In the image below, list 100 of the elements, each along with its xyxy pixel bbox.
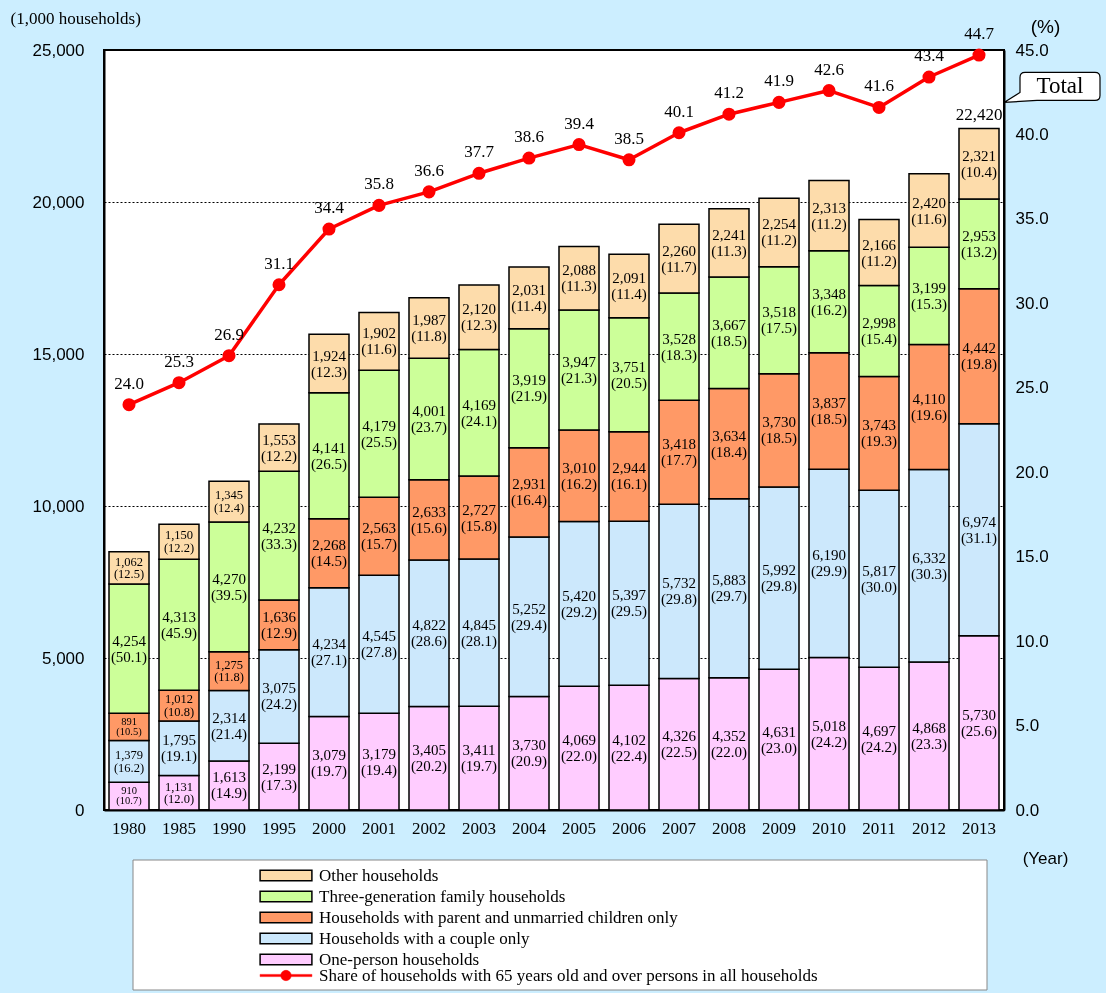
point <box>422 185 436 199</box>
x-tick-label: 2005 <box>562 818 596 838</box>
data-label: 4,102 (22.4) <box>610 731 648 765</box>
data-label: 5,817 (30.0) <box>860 562 898 596</box>
data-label: 3,518 (17.5) <box>760 304 798 338</box>
y2-tick-label: 25.0 <box>1015 378 1049 398</box>
data-label: 1,795 (19.1) <box>160 732 198 766</box>
data-label: 4,631 (23.0) <box>760 723 798 757</box>
data-label: 41.6 <box>864 76 894 96</box>
data-label: 1,924 (12.3) <box>310 347 348 381</box>
data-label: 5,252 (29.4) <box>510 600 548 634</box>
data-label: 3,199 (15.3) <box>910 279 948 313</box>
data-label: 1,062 (12.5) <box>113 554 145 582</box>
data-label: 41.2 <box>714 83 744 103</box>
data-label: 2,199 (17.3) <box>260 760 298 794</box>
point <box>822 84 836 98</box>
legend-label: Other households <box>319 865 439 885</box>
y-tick-label: 10,000 <box>32 496 85 516</box>
y2-axis-title: (%) <box>1030 15 1061 37</box>
data-label: 3,837 (18.5) <box>810 394 848 428</box>
data-label: 3,919 (21.9) <box>510 372 548 406</box>
data-label: 31.1 <box>264 253 294 273</box>
data-label: 3,743 (19.3) <box>860 417 898 451</box>
data-label: 4,169 (24.1) <box>460 396 498 430</box>
data-label: 4,234 (27.1) <box>310 636 348 670</box>
y2-tick-label: 15.0 <box>1015 547 1049 567</box>
data-label: 1,345 (12.4) <box>213 488 245 515</box>
x-tick-label: 2009 <box>762 818 796 838</box>
data-label: 3,179 (19.4) <box>360 745 398 779</box>
data-label: 2,088 (11.3) <box>561 262 597 296</box>
data-label: 1,902 (11.6) <box>361 325 397 359</box>
data-label: 42.6 <box>814 59 844 79</box>
data-label: 2,241 (11.3) <box>711 226 747 260</box>
data-label: 3,751 (20.5) <box>610 358 648 392</box>
data-label: 2,031 (11.4) <box>511 281 547 315</box>
x-tick-label: 2002 <box>412 818 446 838</box>
data-label: 4,179 (25.5) <box>360 417 398 451</box>
y-tick-label: 15,000 <box>32 344 85 364</box>
data-label: 910 (10.7) <box>116 784 143 808</box>
y-tick-label: 20,000 <box>32 192 85 212</box>
x-tick-label: 1995 <box>262 818 296 838</box>
y2-tick-label: 30.0 <box>1015 293 1049 313</box>
y-tick-label: 0 <box>75 800 85 820</box>
data-label: 2,633 (15.6) <box>410 503 448 537</box>
legend-label: One-person households <box>319 949 480 969</box>
legend-label: Three-generation family households <box>319 886 566 906</box>
data-label: 5,397 (29.5) <box>610 587 648 621</box>
point <box>322 222 336 236</box>
x-tick-label: 2000 <box>312 818 346 838</box>
point <box>472 166 486 180</box>
point <box>272 278 286 292</box>
data-label: 6,332 (30.3) <box>910 549 948 583</box>
data-label: 36.6 <box>414 160 444 180</box>
x-tick-label: 2010 <box>812 818 846 838</box>
x-tick-label: 1980 <box>112 818 146 838</box>
data-label: 3,411 (19.7) <box>460 742 498 776</box>
data-label: 2,944 (16.1) <box>610 460 648 494</box>
data-label: 38.5 <box>614 128 644 148</box>
x-tick-label: 2013 <box>962 818 996 838</box>
data-label: 2,314 (21.4) <box>210 709 248 743</box>
x-tick-label: 2012 <box>912 818 946 838</box>
data-label: 3,348 (16.2) <box>810 285 848 319</box>
point <box>522 151 536 165</box>
data-label: 2,120 (12.3) <box>460 301 498 335</box>
data-label: 40.1 <box>664 101 694 121</box>
data-label: 3,947 (21.3) <box>560 354 598 388</box>
data-label: 5,730 (25.6) <box>960 706 998 740</box>
total-label: 22,420 <box>955 105 1003 125</box>
data-label: 2,563 (15.7) <box>360 520 398 554</box>
x-tick-label: 1990 <box>212 818 246 838</box>
data-label: 5,420 (29.2) <box>560 587 598 621</box>
data-label: 891 (10.5) <box>116 715 143 739</box>
data-label: 2,998 (15.4) <box>860 315 898 349</box>
data-label: 41.9 <box>764 71 794 91</box>
data-label: 6,190 (29.9) <box>810 547 848 581</box>
data-label: 1,636 (12.9) <box>260 608 298 642</box>
point <box>972 48 986 62</box>
data-label: 1,553 (12.2) <box>260 431 298 465</box>
data-label: 4,352 (22.0) <box>710 727 748 761</box>
y2-tick-label: 10.0 <box>1015 631 1049 651</box>
data-label: 3,667 (18.5) <box>710 316 748 350</box>
data-label: 3,634 (18.4) <box>710 427 748 461</box>
data-label: 4,001 (23.7) <box>410 403 448 437</box>
data-label: 4,270 (39.5) <box>210 570 248 604</box>
y-tick-label: 5,000 <box>41 648 85 668</box>
point <box>672 126 686 140</box>
data-label: 4,313 (45.9) <box>160 608 198 642</box>
data-label: 4,069 (22.0) <box>560 732 598 766</box>
data-label: 38.6 <box>514 127 544 147</box>
data-label: 4,868 (23.3) <box>910 720 948 754</box>
data-label: 3,079 (19.7) <box>310 747 348 781</box>
data-label: 3,730 (18.5) <box>760 414 798 448</box>
data-label: 4,545 (27.8) <box>360 628 398 662</box>
data-label: 39.4 <box>564 113 595 133</box>
data-label: 1,012 (10.8) <box>163 692 195 719</box>
point <box>722 107 736 121</box>
data-label: 3,730 (20.9) <box>510 737 548 771</box>
data-label: 4,232 (33.3) <box>260 519 298 553</box>
x-tick-label: 2001 <box>362 818 396 838</box>
x-tick-label: 2007 <box>662 818 697 838</box>
